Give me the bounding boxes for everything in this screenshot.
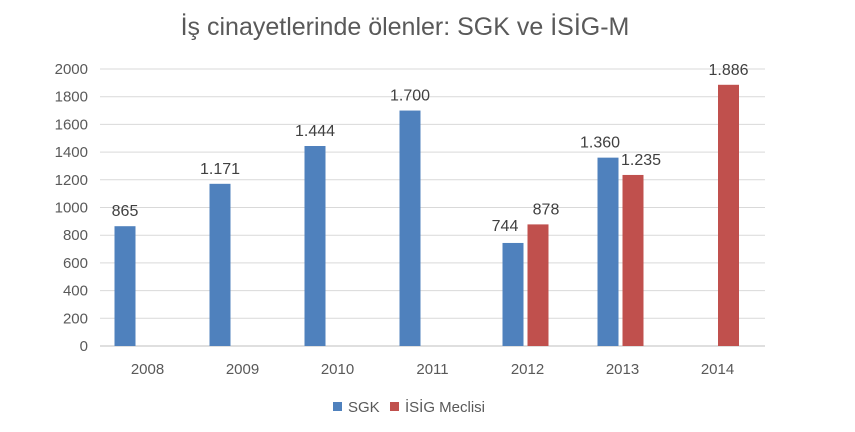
bar-isig-2013: [622, 174, 644, 346]
legend-label: SGK: [348, 399, 380, 416]
bar-sgk-2013: [597, 157, 619, 346]
legend: SGK İSİG Meclisi: [333, 398, 485, 416]
y-tick-label: 1800: [55, 89, 88, 106]
y-tick-label: 600: [63, 255, 88, 272]
legend-label: İSİG Meclisi: [405, 398, 485, 416]
y-tick-label: 400: [63, 283, 88, 300]
y-tick-label: 800: [63, 227, 88, 244]
data-label: 744: [492, 218, 519, 235]
data-label: 865: [112, 203, 139, 220]
y-tick-label: 1600: [55, 116, 88, 133]
bars: [114, 84, 739, 346]
x-tick-label: 2013: [606, 361, 639, 378]
y-tick-label: 0: [80, 338, 88, 355]
x-tick-label: 2012: [511, 361, 544, 378]
legend-swatch: [333, 402, 342, 411]
x-tick-label: 2010: [321, 361, 354, 378]
data-label: 1.171: [200, 161, 240, 178]
x-axis-ticks: 2008 2009 2010 2011 2012 2013 2014: [131, 361, 734, 378]
x-tick-label: 2009: [226, 361, 259, 378]
chart-title: İş cinayetlerinde ölenler: SGK ve İSİG-M: [181, 12, 630, 41]
x-tick-label: 2008: [131, 361, 164, 378]
y-axis-ticks: 0 200 400 600 800 1000 1200 1400 1600 1800 2000: [55, 61, 88, 355]
data-label: 1.235: [621, 152, 661, 169]
y-tick-label: 2000: [55, 61, 88, 78]
x-tick-label: 2011: [416, 361, 448, 378]
bar-sgk-2011: [399, 110, 421, 346]
bar-sgk-2012: [502, 242, 524, 346]
bar-sgk-2008: [114, 226, 136, 346]
data-label: 1.360: [580, 135, 620, 152]
bar-sgk-2009: [209, 183, 231, 346]
bar-isig-2012: [527, 224, 549, 346]
data-label: 1.700: [390, 88, 430, 105]
y-tick-label: 1400: [55, 144, 88, 161]
gridlines: [100, 68, 765, 347]
data-label: 1.886: [708, 62, 748, 79]
y-tick-label: 1000: [55, 200, 88, 217]
bar-isig-2014: [718, 84, 739, 346]
y-tick-label: 200: [63, 310, 88, 327]
bar-sgk-2010: [304, 146, 326, 346]
x-tick-label: 2014: [701, 361, 734, 378]
y-tick-label: 1200: [55, 172, 88, 189]
data-label: 878: [533, 201, 560, 218]
data-label: 1.444: [295, 123, 335, 140]
legend-swatch: [390, 402, 399, 411]
